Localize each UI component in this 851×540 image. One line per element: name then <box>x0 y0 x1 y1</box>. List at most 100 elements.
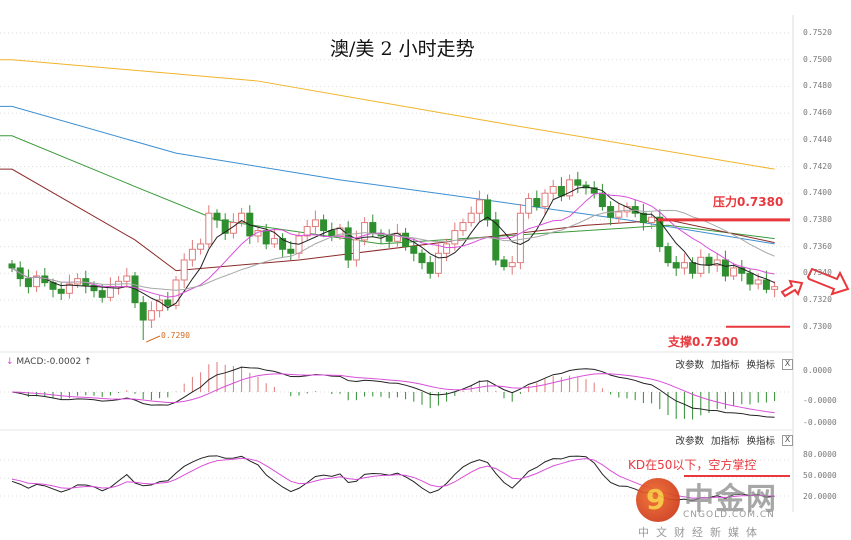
candle-down <box>328 230 336 237</box>
kd-axis-label: 20.0000 <box>803 492 837 501</box>
support-label: 支撑0.7300 <box>668 335 739 349</box>
low-price-label: 0.7290 <box>161 331 190 340</box>
candle-down <box>24 278 32 288</box>
candle-up <box>566 179 574 197</box>
candle-down <box>98 290 106 298</box>
candle-up <box>615 211 623 218</box>
candle-up <box>229 222 237 234</box>
candle-up <box>205 212 213 245</box>
candle-down <box>410 246 418 254</box>
candle-up <box>147 310 155 321</box>
candle-down <box>57 288 65 294</box>
candle-up <box>459 222 467 232</box>
kd-close-button[interactable]: X <box>782 434 793 446</box>
candle-down <box>664 246 672 264</box>
candle-down <box>582 184 590 189</box>
logo-emblem-icon: 9 <box>636 478 680 522</box>
macd-dea-line <box>11 373 775 414</box>
candle-up <box>74 278 82 285</box>
candle-down <box>500 259 508 268</box>
kd-axis-label: 50.0000 <box>803 471 837 480</box>
y-tick-label: 0.7300 <box>803 321 832 331</box>
macd-add-indicator[interactable]: 加指标 <box>710 360 740 371</box>
candle-up <box>549 186 557 194</box>
arrow-up-right-icon <box>780 279 804 298</box>
candle-down <box>762 279 770 290</box>
candle-down <box>221 219 229 234</box>
candle-up <box>311 219 319 228</box>
ma20-line <box>11 209 775 291</box>
arrow-down-right-icon <box>806 267 850 296</box>
kd-note: KD在50以下，空方掌控 <box>628 458 757 472</box>
candle-down <box>262 230 270 245</box>
macd-toolbar: 改参数 加指标 换指标 X <box>675 357 793 371</box>
candle-down <box>164 299 172 306</box>
macd-close-button[interactable]: X <box>782 358 793 370</box>
ma-yellow-line <box>0 59 775 170</box>
candle-down <box>689 262 697 274</box>
kd-edit-params[interactable]: 改参数 <box>675 436 704 447</box>
candle-up <box>680 262 688 269</box>
candle-up <box>730 267 738 277</box>
candle-up <box>467 212 475 224</box>
candle-up <box>352 239 360 261</box>
candle-up <box>475 199 483 214</box>
candle-down <box>672 262 680 269</box>
candle-down <box>8 263 16 269</box>
y-tick-label: 0.7400 <box>803 188 832 198</box>
candle-up <box>123 275 131 282</box>
y-tick-label: 0.7360 <box>803 241 832 251</box>
candle-up <box>451 230 459 245</box>
candle-down <box>746 272 754 285</box>
y-tick-label: 0.7420 <box>803 161 832 171</box>
y-tick-label: 0.7340 <box>803 268 832 278</box>
candle-up <box>443 243 451 254</box>
cngold-logo: 9 中金网 CNGOLD.COM.CN 中文财经新媒体 <box>636 478 786 539</box>
y-tick-label: 0.7460 <box>803 108 832 118</box>
candle-down <box>385 235 393 242</box>
candle-up <box>188 248 196 261</box>
candle-up <box>361 222 369 241</box>
chart-title: 澳/美 2 小时走势 <box>330 38 475 60</box>
macd-axis-label: 0.0000 <box>803 366 832 375</box>
candle-up <box>33 275 41 288</box>
candle-up <box>254 230 262 237</box>
candle-up <box>270 238 278 245</box>
candle-up <box>648 216 656 224</box>
candle-down <box>287 248 295 254</box>
kd-switch-indicator[interactable]: 换指标 <box>746 436 775 447</box>
candle-up <box>713 259 721 266</box>
candle-up <box>541 192 549 208</box>
y-tick-label: 0.7440 <box>803 134 832 144</box>
kd-add-indicator[interactable]: 加指标 <box>710 436 740 447</box>
y-tick-label: 0.7380 <box>803 214 832 224</box>
candle-down <box>418 252 426 264</box>
candle-down <box>139 302 147 321</box>
candle-down <box>574 179 582 186</box>
candle-down <box>656 216 664 248</box>
candle-down <box>90 284 98 292</box>
macd-switch-indicator[interactable]: 换指标 <box>746 360 775 371</box>
y-tick-label: 0.7500 <box>803 54 832 64</box>
ma5-line <box>11 186 775 309</box>
macd-header: ↓ MACD:-0.0002 ↑ <box>6 357 92 367</box>
low-pointer <box>145 335 161 343</box>
candle-up <box>303 226 311 237</box>
kd-toolbar: 改参数 加指标 换指标 X <box>675 433 793 447</box>
candle-up <box>172 279 180 306</box>
candle-up <box>434 252 442 274</box>
candle-down <box>344 227 352 261</box>
candle-up <box>771 286 779 290</box>
arrow-up-icon: ↑ <box>84 357 92 367</box>
candle-up <box>525 198 533 214</box>
candle-up <box>65 283 73 294</box>
macd-axis-label: -0.0000 <box>803 418 837 427</box>
macd-dif-line <box>11 366 775 418</box>
candle-up <box>156 299 164 312</box>
candle-down <box>320 219 328 232</box>
macd-edit-params[interactable]: 改参数 <box>675 360 704 371</box>
candle-down <box>402 232 410 248</box>
candle-up <box>238 212 246 224</box>
y-tick-label: 0.7320 <box>803 295 832 304</box>
